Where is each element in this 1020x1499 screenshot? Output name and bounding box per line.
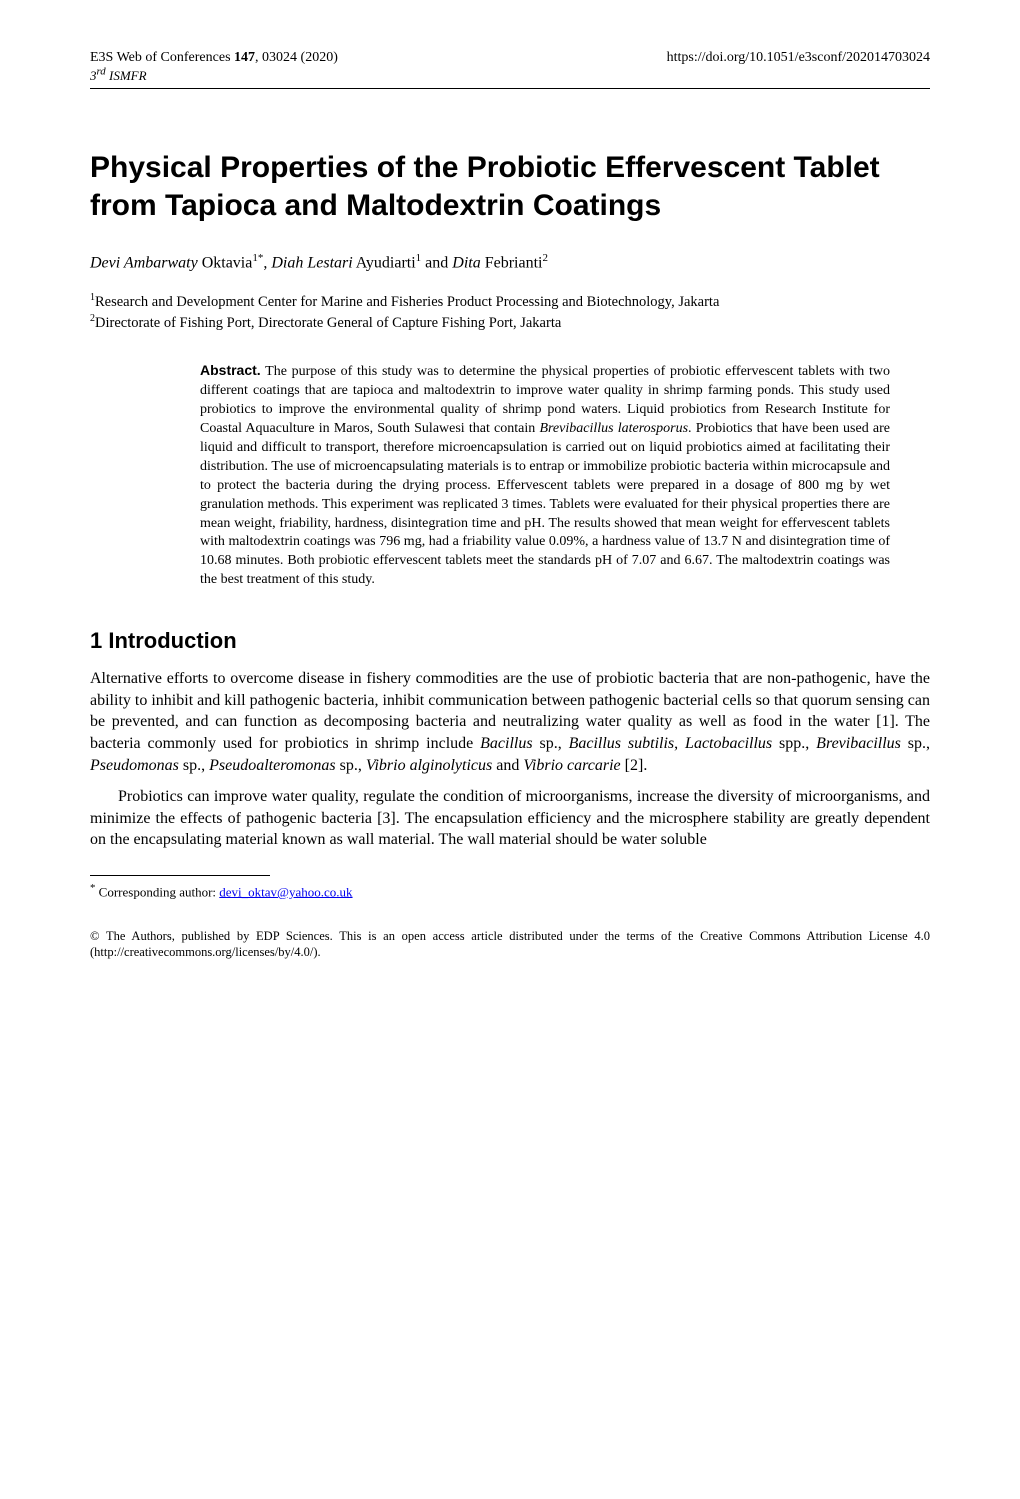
license-text: © The Authors, published by EDP Sciences… [90,928,930,961]
p1-i: [2]. [621,757,648,774]
p1-i6: Pseudoalteromonas [209,757,336,774]
p1-i8: Vibrio carcarie [523,757,620,774]
corresponding-email-link[interactable]: devi_oktav@yahoo.co.uk [219,884,352,899]
abstract-label: Abstract. [200,362,261,378]
footnote-label: Corresponding author: [95,884,219,899]
header-journal-b: , 03024 (2020) [255,50,338,65]
author1-first: Devi Ambarwaty [90,255,198,272]
p1-g: sp., [336,757,366,774]
header-left: E3S Web of Conferences 147, 03024 (2020)… [90,50,338,84]
affiliation-1: 1Research and Development Center for Mar… [90,291,930,312]
p1-i4: Brevibacillus [816,735,901,752]
header-conf-text: 3rd ISMFR [90,68,147,83]
header-journal-a: E3S Web of Conferences [90,50,234,65]
p1-i1: Bacillus [480,735,532,752]
abstract-text-2: . Probiotics that have been used are liq… [200,421,890,587]
paper-title: Physical Properties of the Probiotic Eff… [90,149,930,224]
p1-f: sp., [179,757,209,774]
author2-first: Diah Lestari [271,255,352,272]
affiliation-2: 2Directorate of Fishing Port, Directorat… [90,312,930,333]
author3-sup: 2 [542,252,548,264]
section-1-para-1: Alternative efforts to overcome disease … [90,668,930,776]
author1-sup: 1* [252,252,263,264]
author3-first: Dita [452,255,480,272]
p1-i3: Lactobacillus [685,735,772,752]
p1-d: spp., [772,735,816,752]
footnote-divider [90,875,270,876]
aff1-text: Research and Development Center for Mari… [95,293,719,309]
author-sep2: and [421,255,452,272]
footnote: * Corresponding author: devi_oktav@yahoo… [90,882,930,900]
p1-h: and [492,757,523,774]
abstract: Abstract. The purpose of this study was … [200,361,890,590]
header-divider [90,88,930,89]
header-journal-line: E3S Web of Conferences 147, 03024 (2020) [90,50,338,66]
author3-last: Febrianti [481,255,543,272]
p1-i2: Bacillus subtilis [569,735,675,752]
p1-c: , [674,735,685,752]
author2-last: Ayudiarti [353,255,416,272]
header-conference: 3rd ISMFR [90,66,338,84]
affiliations: 1Research and Development Center for Mar… [90,291,930,334]
p1-e: sp., [901,735,930,752]
abstract-italic-1: Brevibacillus laterosporus [539,421,688,436]
section-1-para-2: Probiotics can improve water quality, re… [90,786,930,851]
header-volume: 147 [234,50,255,65]
page-header: E3S Web of Conferences 147, 03024 (2020)… [90,50,930,84]
aff2-text: Directorate of Fishing Port, Directorate… [95,315,561,331]
header-doi: https://doi.org/10.1051/e3sconf/20201470… [667,50,930,84]
p1-b: sp., [533,735,569,752]
section-1-heading: 1 Introduction [90,628,930,654]
p1-i5: Pseudomonas [90,757,179,774]
p1-i7: Vibrio alginolyticus [366,757,492,774]
author1-last: Oktavia [198,255,253,272]
authors-line: Devi Ambarwaty Oktavia1*, Diah Lestari A… [90,252,930,272]
